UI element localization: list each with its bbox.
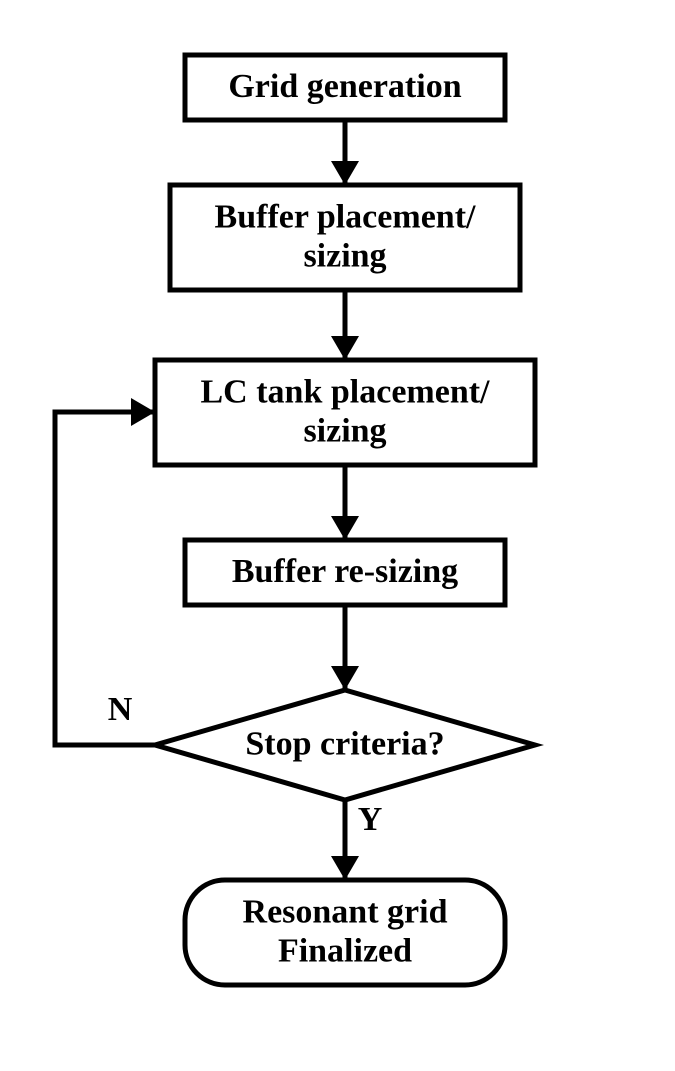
node-n3-text-line-0: LC tank placement/ xyxy=(201,373,491,410)
node-n4-text-line-0: Buffer re-sizing xyxy=(232,553,458,590)
arrowhead xyxy=(331,336,359,360)
node-n4-text: Buffer re-sizing xyxy=(232,553,458,590)
node-n5-text-line-0: Stop criteria? xyxy=(245,725,444,762)
arrowhead xyxy=(331,666,359,690)
arrowhead xyxy=(331,516,359,540)
edge-label-5: N xyxy=(108,691,133,728)
edge-5 xyxy=(55,412,155,745)
node-n1-text-line-0: Grid generation xyxy=(228,68,461,105)
edge-label-4: Y xyxy=(358,801,383,838)
arrowhead xyxy=(131,398,155,426)
node-n2-text-line-1: sizing xyxy=(303,237,386,274)
node-n5-text: Stop criteria? xyxy=(245,725,444,762)
arrowhead xyxy=(331,161,359,185)
arrowhead xyxy=(331,856,359,880)
node-n6-text-line-0: Resonant grid xyxy=(243,893,448,930)
node-n2-text-line-0: Buffer placement/ xyxy=(215,198,476,235)
node-n6-text-line-1: Finalized xyxy=(278,932,412,969)
node-n1-text: Grid generation xyxy=(228,68,461,105)
node-n3-text-line-1: sizing xyxy=(303,412,386,449)
